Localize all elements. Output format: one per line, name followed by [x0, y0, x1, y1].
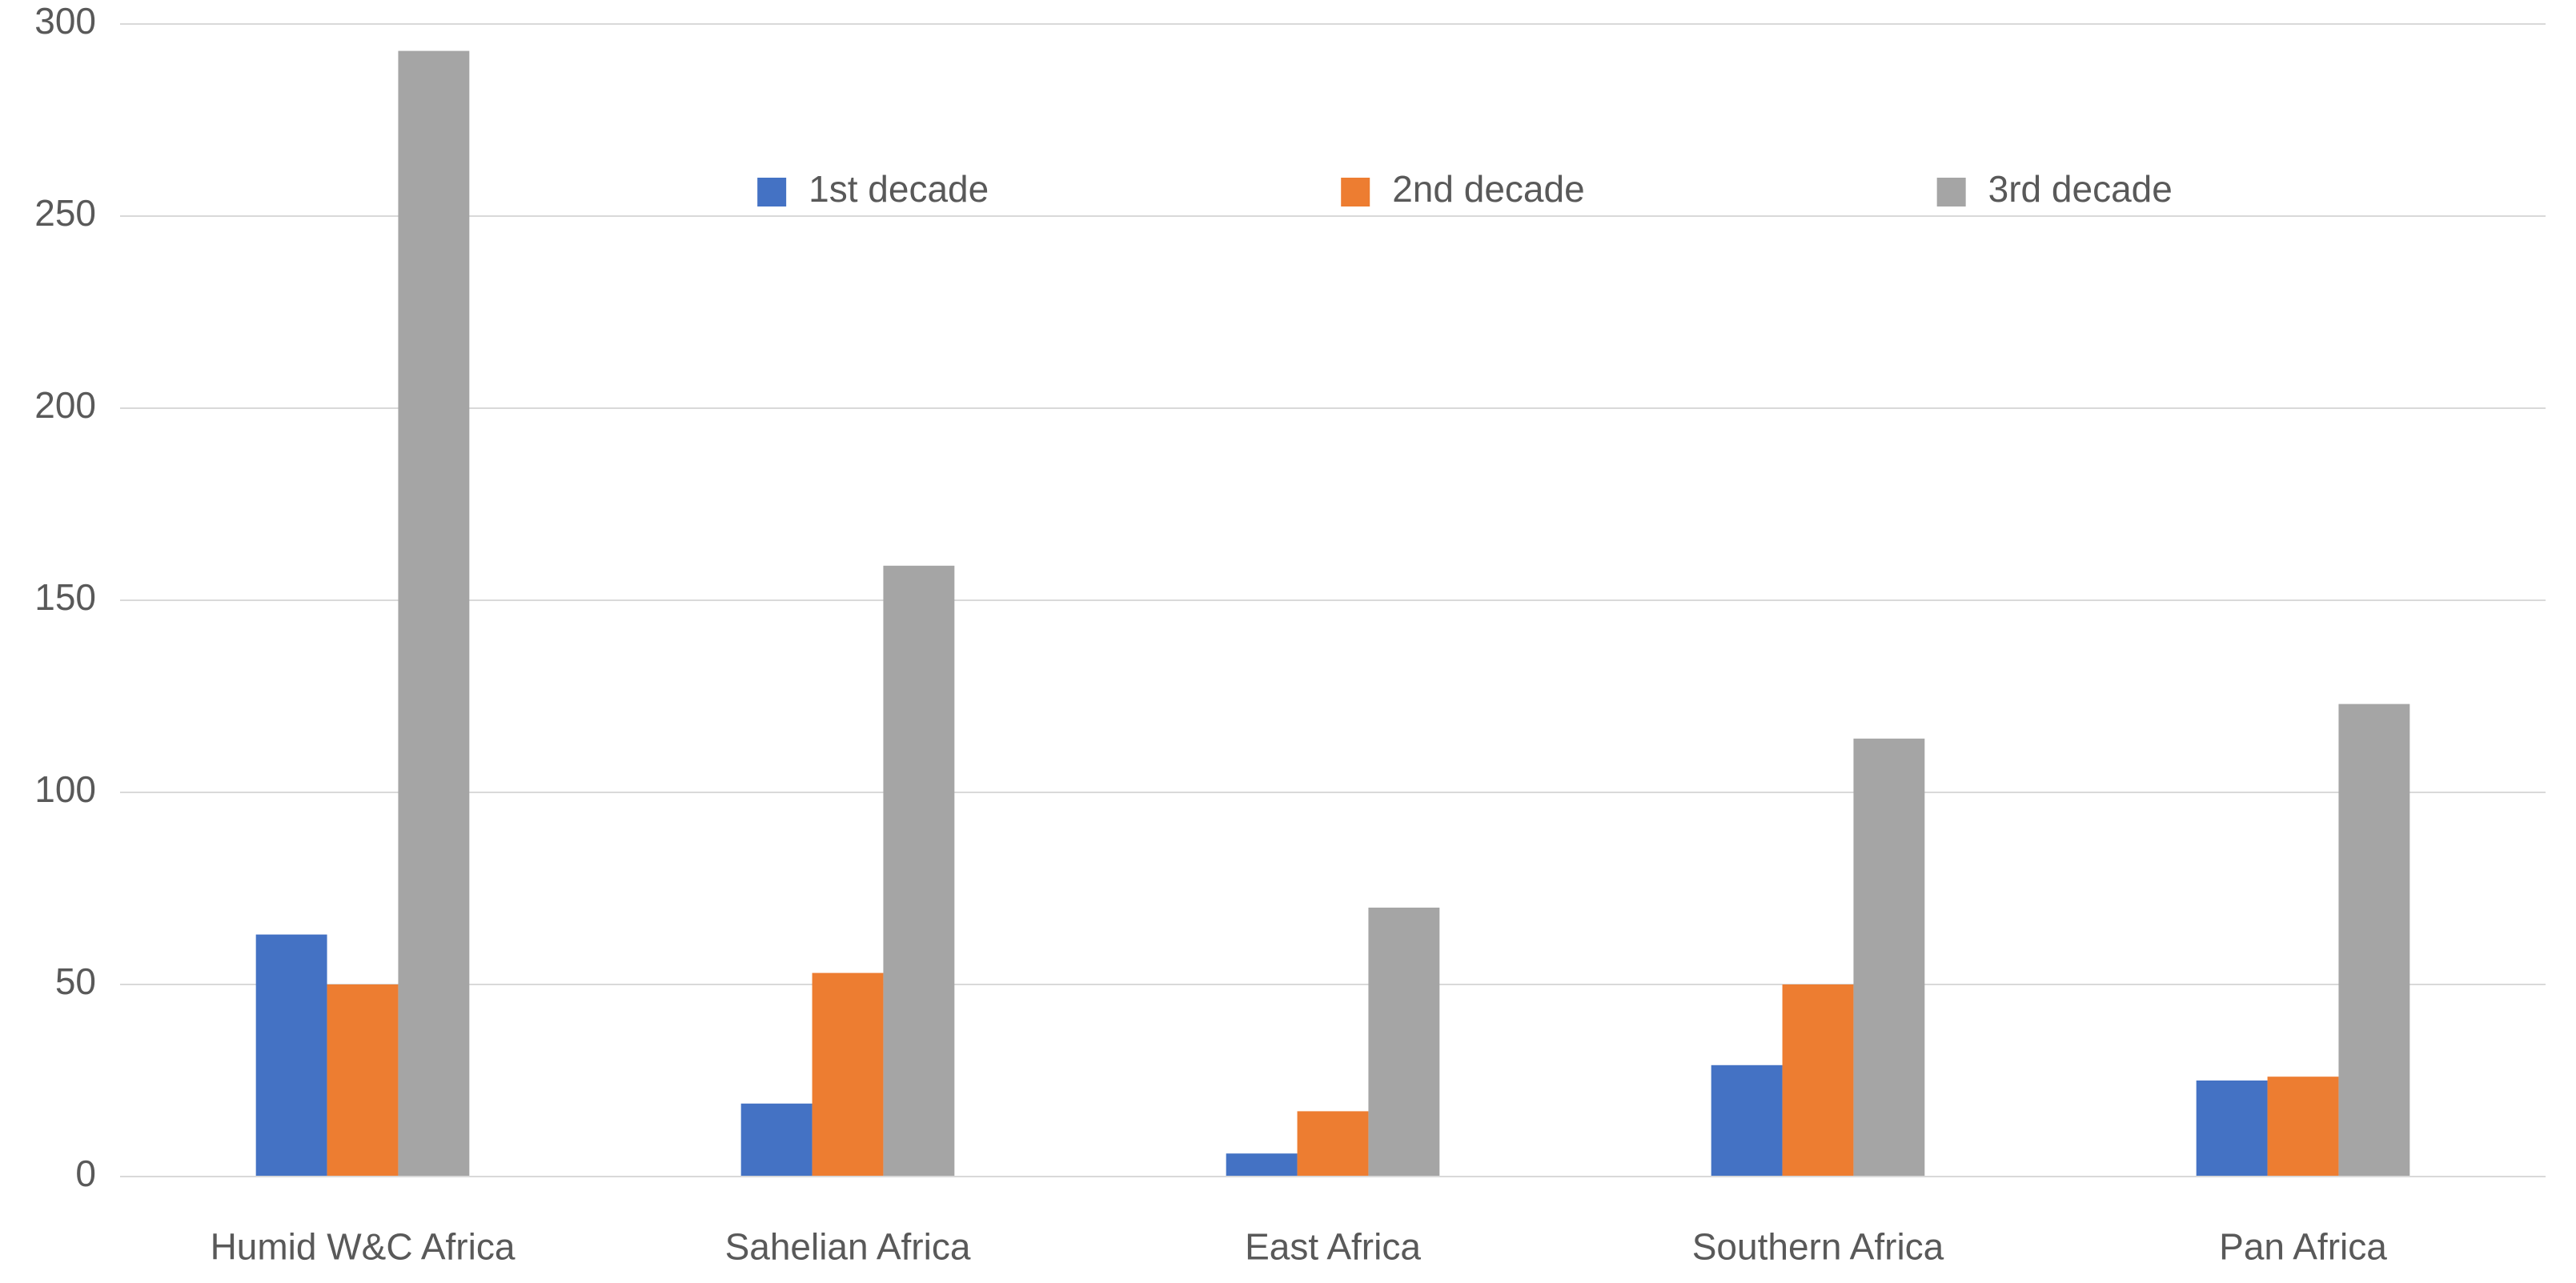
x-axis-category-label: East Africa — [1245, 1226, 1421, 1268]
bar — [741, 1104, 813, 1177]
legend-label: 2nd decade — [1392, 168, 1584, 210]
y-axis-tick-label: 0 — [75, 1153, 96, 1194]
bar — [1853, 739, 1924, 1177]
bar — [2197, 1081, 2268, 1177]
bar — [1226, 1153, 1298, 1177]
x-axis-category-label: Southern Africa — [1692, 1226, 1944, 1268]
y-axis-tick-label: 200 — [34, 384, 96, 426]
legend-marker — [1341, 178, 1370, 206]
x-axis-category-label: Sahelian Africa — [725, 1226, 971, 1268]
bar — [1298, 1111, 1369, 1177]
bar — [813, 973, 884, 1177]
bar — [398, 51, 469, 1177]
legend-label: 1st decade — [809, 168, 989, 210]
bar — [256, 935, 327, 1177]
chart-svg: 0 50 100 150 200 250 300 Humid W&C Africa Saheli… — [0, 0, 2576, 1283]
legend-marker — [757, 178, 786, 206]
bar — [1783, 984, 1854, 1177]
y-axis-tick-label: 300 — [34, 0, 96, 42]
legend-marker — [1937, 178, 1966, 206]
bar — [1368, 908, 1439, 1177]
legend-label: 3rd decade — [1988, 168, 2173, 210]
x-axis-category-label: Pan Africa — [2219, 1226, 2387, 1268]
y-axis-tick-label: 150 — [34, 576, 96, 618]
x-axis-category-label: Humid W&C Africa — [211, 1226, 516, 1268]
bar — [2338, 704, 2409, 1177]
bar — [883, 566, 954, 1177]
y-axis-tick-label: 50 — [55, 960, 96, 1002]
bar — [2268, 1077, 2339, 1177]
bar-chart: 0 50 100 150 200 250 300 Humid W&C Africa Saheli… — [0, 0, 2576, 1283]
y-axis-tick-label: 250 — [34, 192, 96, 234]
bar — [327, 984, 399, 1177]
y-axis-tick-label: 100 — [34, 768, 96, 810]
bar — [1711, 1065, 1783, 1177]
